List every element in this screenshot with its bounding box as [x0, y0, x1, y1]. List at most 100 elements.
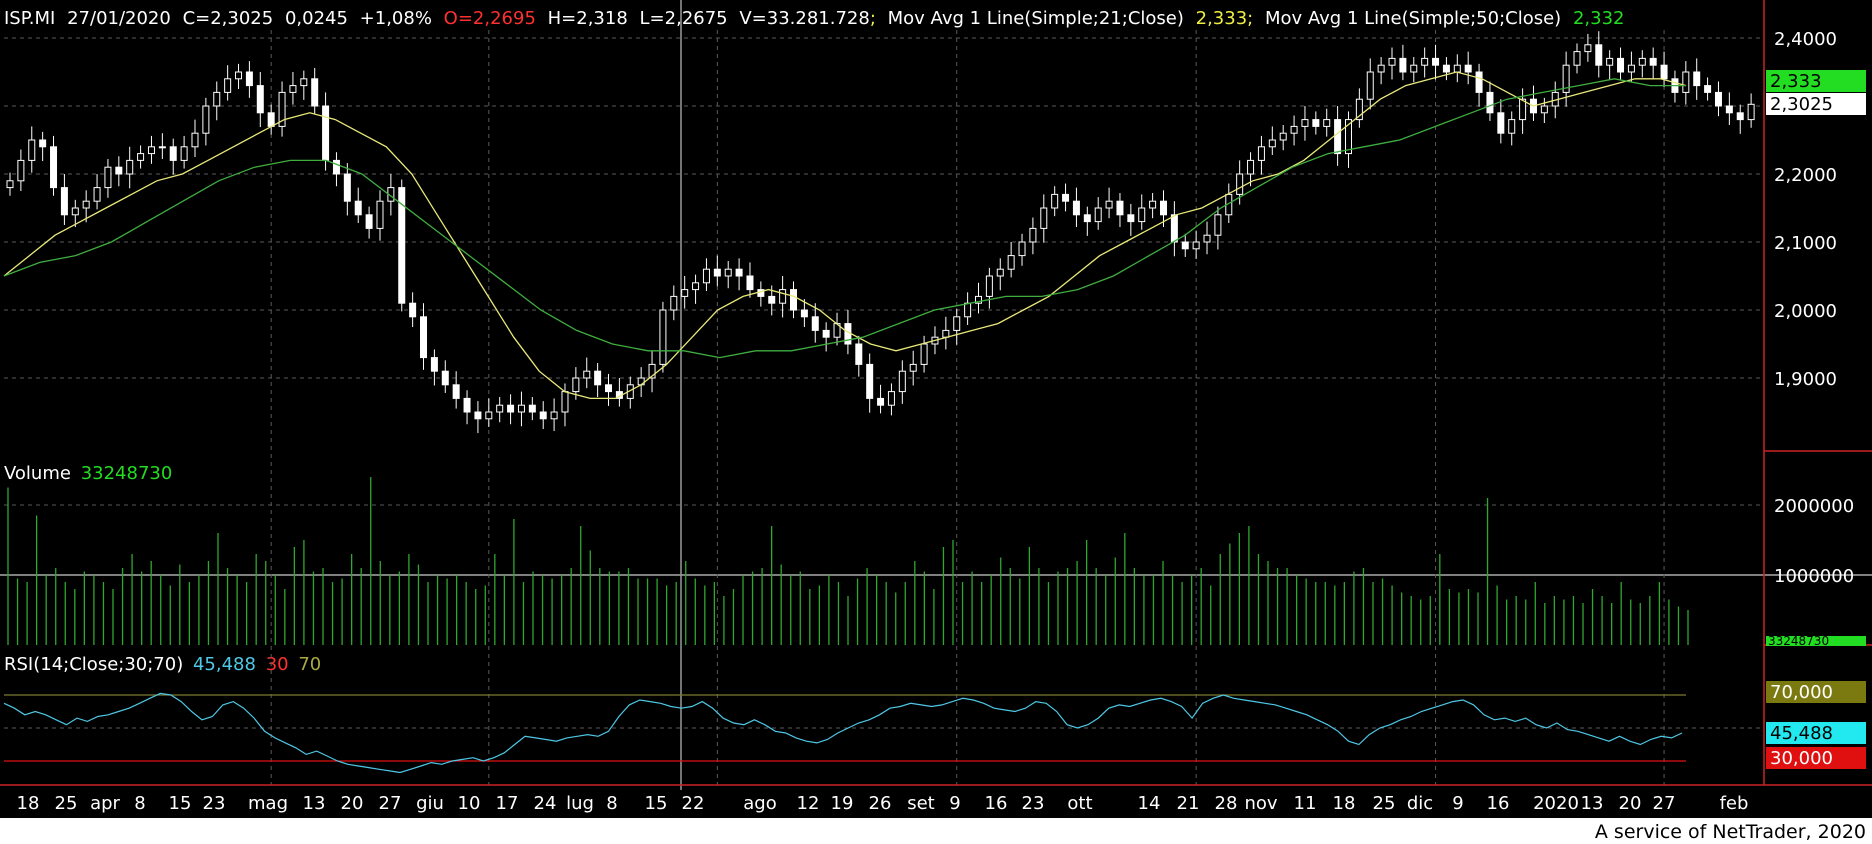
candle-up [1410, 64, 1418, 73]
grid-layer [0, 0, 1872, 790]
candle-down [528, 404, 536, 413]
volume-last-tag: 33248730 [1768, 634, 1829, 648]
axes-layer: 2,40002,30002,20002,10002,00001,90002000… [0, 0, 1872, 814]
x-tick-label: 24 [534, 793, 557, 814]
x-tick-label: 18 [17, 793, 40, 814]
x-tick-label: nov [1244, 793, 1277, 814]
candle-up [1584, 44, 1592, 53]
candle-up [6, 180, 14, 189]
candle-up [1366, 71, 1374, 100]
candle-up [289, 85, 297, 93]
candle-up [93, 187, 101, 202]
header-close: C=2,3025 [183, 8, 274, 29]
candle-up [278, 91, 286, 127]
x-tick-label: 9 [1452, 793, 1463, 814]
candle-down [256, 85, 264, 114]
x-tick-label: 16 [1487, 793, 1510, 814]
x-tick-label: 27 [379, 793, 402, 814]
candle-up [1453, 64, 1461, 73]
candle-down [398, 187, 406, 304]
candle-down [1170, 214, 1178, 243]
x-tick-label: 9 [949, 793, 960, 814]
candle-down [169, 146, 177, 161]
candle-down [1464, 64, 1472, 73]
candle-down [1399, 57, 1407, 73]
candle-up [1747, 103, 1755, 121]
candle-down [322, 105, 330, 161]
candle-up [583, 370, 591, 379]
candle-up [681, 289, 689, 297]
footer-bar: A service of NetTrader, 2020 [0, 818, 1872, 844]
candle-down [713, 268, 721, 277]
ma-value-tag-bg [1766, 70, 1866, 92]
x-tick-label: 17 [496, 793, 519, 814]
candle-up [1007, 255, 1015, 270]
candle-up [670, 295, 678, 311]
candle-up [724, 268, 732, 277]
header-change: 0,0245 [285, 8, 348, 29]
candle-down [50, 146, 58, 189]
candle-up [550, 411, 558, 420]
candle-up [572, 377, 580, 393]
header-symbol: ISP.MI [4, 8, 55, 29]
header-sep-1: ; [870, 8, 876, 29]
candle-down [267, 112, 275, 127]
candle-up [224, 78, 232, 93]
x-tick-label: 2020 [1533, 793, 1579, 814]
x-tick-label: set [907, 793, 935, 814]
candle-down [115, 166, 123, 175]
volume-title: Volume 33248730 [4, 463, 172, 484]
candle-down [1649, 57, 1657, 66]
candle-up [1682, 71, 1690, 93]
candle-down [1693, 71, 1701, 87]
candle-up [1508, 119, 1516, 134]
candle-up [1355, 98, 1363, 121]
candle-down [474, 411, 482, 420]
last-price-tag-bg [1766, 93, 1866, 115]
rsi-30-tag-bg [1766, 747, 1866, 769]
x-tick-label: 22 [682, 793, 705, 814]
footer-credit: A service of NetTrader, 2020 [1594, 821, 1866, 843]
price-tick-label: 2,4000 [1774, 29, 1837, 50]
candle-down [354, 200, 362, 216]
candle-down [1704, 85, 1712, 93]
candle-down [1725, 105, 1733, 114]
candle-up [659, 309, 667, 365]
price-tick-label: 1,9000 [1774, 369, 1837, 390]
x-tick-label: 8 [134, 793, 145, 814]
ma50-value: 2,332 [1573, 8, 1625, 29]
ma50-label: Mov Avg 1 Line(Simple;50;Close) [1265, 8, 1561, 29]
header-date: 27/01/2020 [67, 8, 171, 29]
header-volume: V=33.281.728 [739, 8, 869, 29]
x-tick-label: 12 [797, 793, 820, 814]
candle-down [39, 139, 47, 148]
volume-tick-label: 1000000 [1774, 566, 1854, 587]
candle-down [409, 302, 417, 318]
ma-value-tag: 2,333 [1770, 71, 1822, 92]
candle-down [1736, 112, 1744, 121]
x-tick-label: 23 [203, 793, 226, 814]
chart-canvas[interactable]: ISP.MI 27/01/2020 C=2,3025 0,0245 +1,08%… [0, 0, 1872, 818]
x-tick-label: 8 [606, 793, 617, 814]
candle-down [60, 187, 68, 216]
candle-up [648, 363, 656, 379]
candle-up [702, 268, 710, 284]
candle-up [898, 370, 906, 393]
candle-up [1279, 132, 1287, 141]
candle-up [202, 105, 210, 134]
candle-up [191, 132, 199, 148]
candle-up [887, 391, 895, 406]
candle-down [1127, 214, 1135, 223]
candle-down [790, 289, 798, 311]
x-tick-label: ott [1067, 793, 1092, 814]
candle-down [245, 71, 253, 87]
price-series-layer [3, 31, 1755, 434]
x-tick-label: lug [566, 793, 594, 814]
x-tick-label: mag [248, 793, 288, 814]
candle-down [605, 384, 613, 393]
candle-down [1660, 64, 1668, 80]
candle-up [17, 159, 25, 182]
x-tick-label: 18 [1333, 793, 1356, 814]
candle-up [137, 153, 145, 161]
